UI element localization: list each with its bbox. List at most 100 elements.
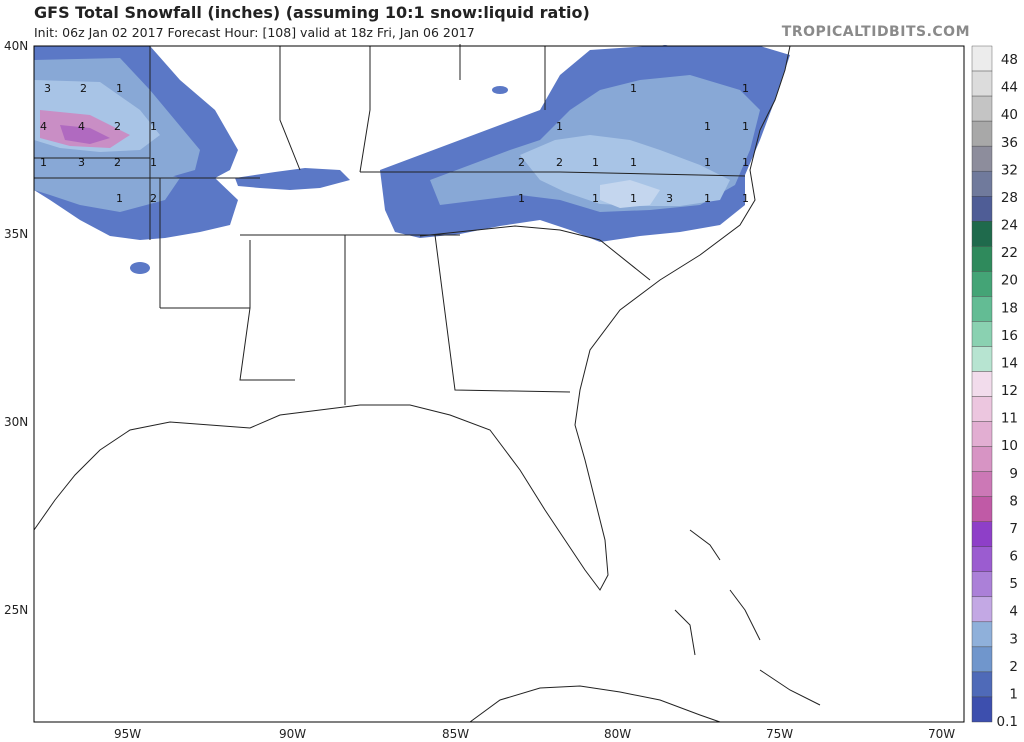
colorbar-label: 48: [1001, 52, 1018, 68]
colorbar-label: 16: [1001, 328, 1018, 344]
colorbar-band: [971, 221, 993, 247]
forecast-subtitle: Init: 06z Jan 02 2017 Forecast Hour: [10…: [34, 25, 475, 40]
lon-label: 85W: [442, 727, 469, 741]
colorbar-label: 28: [1001, 190, 1018, 206]
plot-number: 2: [114, 156, 121, 169]
colorbar: [971, 45, 993, 723]
plot-number: 1: [518, 192, 525, 205]
colorbar-band: [971, 646, 993, 673]
colorbar-band: [971, 95, 993, 122]
longitude-labels: 95W 90W 85W 80W 75W 70W: [114, 727, 955, 741]
colorbar-label: 1: [1009, 686, 1018, 702]
colorbar-band: [971, 596, 993, 623]
plot-number: 2: [518, 156, 525, 169]
colorbar-label: 5: [1009, 576, 1018, 592]
colorbar-label: 14: [1001, 355, 1018, 371]
colorbar-band: [971, 446, 993, 472]
colorbar-band: [971, 196, 993, 222]
lon-label: 70W: [928, 727, 955, 741]
plot-number: 3: [78, 156, 85, 169]
lat-label: 35N: [4, 227, 28, 241]
colorbar-label: 20: [1001, 273, 1018, 289]
colorbar-labels: 4844403632282422201816141211109876543210…: [997, 52, 1018, 730]
colorbar-label: 6: [1009, 549, 1018, 565]
plot-number: 1: [630, 82, 637, 95]
lat-label: 25N: [4, 603, 28, 617]
colorbar-label: 18: [1001, 300, 1018, 316]
plot-number: 1: [742, 192, 749, 205]
plot-number: 2: [80, 82, 87, 95]
lon-label: 80W: [604, 727, 631, 741]
colorbar-band: [971, 296, 993, 322]
colorbar-band: [971, 621, 993, 648]
plot-frame: [33, 45, 965, 723]
lon-label: 75W: [766, 727, 793, 741]
brand-watermark: TROPICALTIDBITS.COM: [781, 24, 970, 40]
colorbar-band: [971, 371, 993, 397]
plot-number: 1: [556, 120, 563, 133]
plot-number: 4: [78, 120, 85, 133]
plot-number: 1: [116, 82, 123, 95]
colorbar-label: 0.1: [997, 714, 1018, 730]
lat-label: 40N: [4, 39, 28, 53]
colorbar-band: [971, 271, 993, 297]
colorbar-label: 32: [1001, 162, 1018, 178]
colorbar-band: [971, 346, 993, 372]
colorbar-band: [971, 120, 993, 147]
colorbar-label: 9: [1009, 466, 1018, 482]
plot-number: 1: [704, 120, 711, 133]
plot-number: 1: [630, 192, 637, 205]
plot-number: 2: [556, 156, 563, 169]
colorbar-label: 7: [1009, 521, 1018, 537]
plot-number: 1: [40, 156, 47, 169]
plot-number: 1: [742, 156, 749, 169]
colorbar-band: [971, 396, 993, 422]
colorbar-band: [971, 471, 993, 497]
plot-number: 1: [592, 192, 599, 205]
latitude-labels: 40N 35N 30N 25N: [4, 39, 28, 617]
page-title: GFS Total Snowfall (inches) (assuming 10…: [34, 3, 590, 22]
colorbar-band: [971, 521, 993, 547]
colorbar-label: 24: [1001, 218, 1018, 234]
colorbar-label: 11: [1001, 411, 1018, 427]
colorbar-band: [971, 571, 993, 598]
plot-number: 3: [44, 82, 51, 95]
plot-number: 1: [742, 120, 749, 133]
colorbar-band: [971, 45, 993, 72]
colorbar-label: 4: [1009, 604, 1018, 620]
colorbar-label: 40: [1001, 107, 1018, 123]
lon-label: 95W: [114, 727, 141, 741]
snowfall-values: 3 2 1 4 4 2 1 1 3 2 1 1 2 1 1 2 2 1 1 1 …: [40, 82, 749, 205]
plot-number: 2: [114, 120, 121, 133]
colorbar-band: [971, 546, 993, 572]
colorbar-band: [971, 696, 993, 723]
plot-number: 3: [666, 192, 673, 205]
colorbar-label: 22: [1001, 245, 1018, 261]
colorbar-band: [971, 496, 993, 522]
plot-number: 1: [742, 82, 749, 95]
lat-label: 30N: [4, 415, 28, 429]
colorbar-label: 12: [1001, 383, 1018, 399]
plot-number: 1: [592, 156, 599, 169]
colorbar-label: 2: [1009, 659, 1018, 675]
plot-number: 1: [150, 156, 157, 169]
lon-label: 90W: [279, 727, 306, 741]
colorbar-label: 44: [1001, 80, 1018, 96]
colorbar-band: [971, 246, 993, 272]
plot-number: 1: [630, 156, 637, 169]
plot-number: 2: [150, 192, 157, 205]
plot-number: 1: [704, 156, 711, 169]
colorbar-band: [971, 421, 993, 447]
colorbar-band: [971, 321, 993, 347]
colorbar-label: 10: [1001, 438, 1018, 454]
plot-number: 1: [150, 120, 157, 133]
caribbean-coastlines: [469, 529, 821, 723]
state-boundaries: [33, 44, 791, 591]
plot-number: 1: [704, 192, 711, 205]
colorbar-label: 3: [1009, 631, 1018, 647]
colorbar-band: [971, 170, 993, 197]
colorbar-band: [971, 671, 993, 698]
colorbar-band: [971, 145, 993, 172]
colorbar-band: [971, 70, 993, 97]
